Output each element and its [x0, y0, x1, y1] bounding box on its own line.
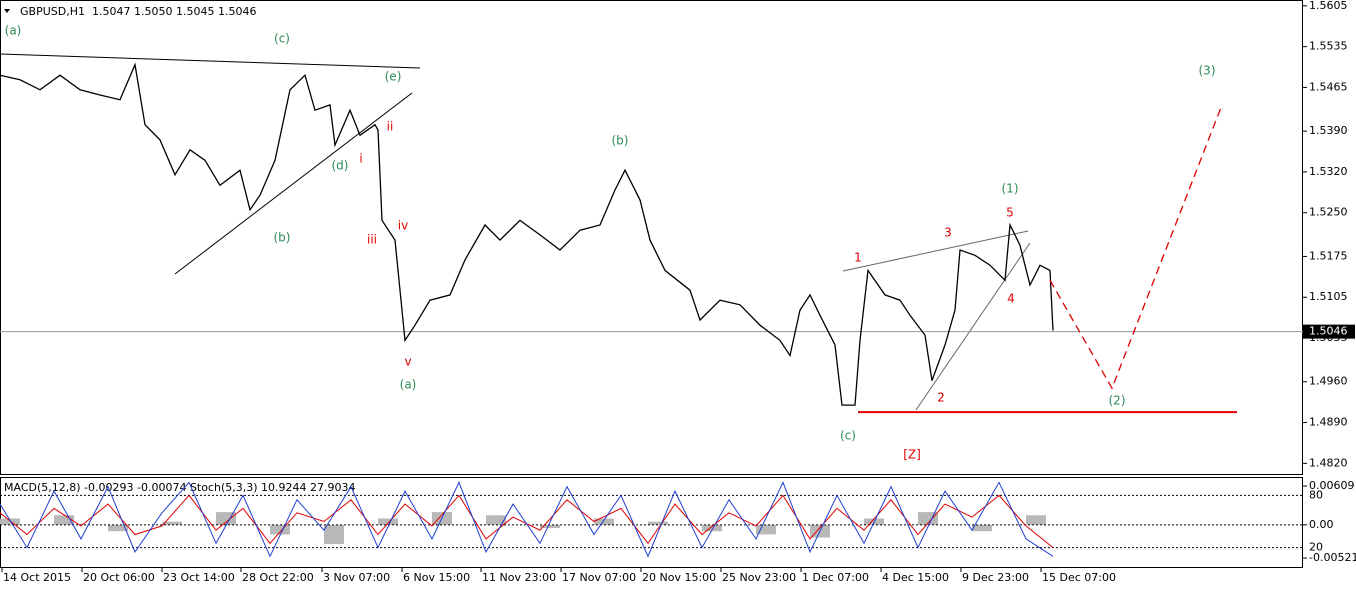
x-tick-label: 28 Oct 22:00	[242, 571, 314, 584]
macd-bar	[756, 524, 776, 535]
wave-label: (1)	[1002, 182, 1019, 196]
price-line	[0, 62, 1054, 406]
macd-bar	[594, 518, 614, 525]
macd-bar	[540, 524, 560, 529]
x-tick-label: 17 Nov 07:00	[562, 571, 636, 584]
menu-arrow[interactable]	[4, 9, 10, 13]
x-tick-label: 11 Nov 23:00	[482, 571, 556, 584]
stoch-tick-label: 20	[1309, 541, 1323, 554]
macd-bar	[270, 524, 290, 535]
symbol: GBPUSD,H1	[20, 5, 85, 18]
wave-label: 1	[854, 251, 862, 265]
wave-label: (a)	[5, 24, 22, 38]
indicator-title: MACD(5,12,8) -0.00293 -0.00074 Stoch(5,3…	[4, 481, 356, 494]
quote: 1.5047 1.5050 1.5045 1.5046	[92, 5, 256, 18]
trendline	[0, 53, 421, 69]
macd-bar	[378, 518, 398, 525]
x-tick-label: 20 Oct 06:00	[83, 571, 155, 584]
macd-bar	[324, 524, 344, 544]
x-tick-label: 3 Nov 07:00	[323, 571, 390, 584]
main-frame	[0, 0, 1303, 475]
wave-label: v	[404, 355, 411, 369]
wave-label: ii	[387, 120, 394, 134]
macd-bar	[0, 518, 20, 525]
macd-bar	[972, 524, 992, 532]
y-tick-label: 1.5605	[1309, 0, 1348, 12]
wave-label: (c)	[274, 32, 290, 46]
x-tick-label: 15 Dec 07:00	[1042, 571, 1116, 584]
macd-bar	[162, 521, 182, 525]
y-tick-label: 1.4820	[1309, 456, 1348, 469]
x-tick-label: 1 Dec 07:00	[802, 571, 869, 584]
macd-tick-label: -0.00521	[1309, 551, 1356, 564]
current-price-label: 1.5046	[1309, 325, 1348, 338]
macd-bar	[486, 515, 506, 525]
wave-label: (b)	[274, 231, 291, 245]
macd-bar	[216, 512, 236, 525]
wave-label: (a)	[400, 378, 417, 392]
wave-label: (c)	[840, 429, 856, 443]
y-tick-label: 1.5390	[1309, 124, 1348, 137]
y-tick-label: 1.5465	[1309, 80, 1348, 93]
macd-tick-label: 0.00609	[1309, 479, 1355, 492]
macd-bar	[648, 521, 668, 525]
x-tick-label: 9 Dec 23:00	[962, 571, 1029, 584]
y-tick-label: 1.5320	[1309, 165, 1348, 178]
macd-bar	[108, 524, 128, 532]
y-tick-label: 1.5105	[1309, 290, 1348, 303]
wave-label: [Z]	[903, 448, 921, 462]
y-tick-label: 1.5175	[1309, 249, 1348, 262]
wave-label: 2	[937, 391, 945, 405]
stoch-tick-label: 80	[1309, 488, 1323, 501]
projection-line	[1049, 104, 1223, 390]
wave-label: iii	[367, 233, 377, 247]
x-tick-label: 14 Oct 2015	[3, 571, 71, 584]
macd-bar	[54, 515, 74, 525]
stoch-main	[0, 481, 1054, 558]
macd-bar	[1026, 515, 1046, 525]
macd-bar	[702, 524, 722, 532]
wave-label: 4	[1007, 292, 1015, 306]
x-tick-label: 23 Oct 14:00	[163, 571, 235, 584]
wave-label: (d)	[332, 159, 349, 173]
x-tick-label: 25 Nov 23:00	[722, 571, 796, 584]
wave-label: 3	[944, 226, 952, 240]
wave-label: (e)	[385, 70, 402, 84]
macd-tick-label: 0.00	[1309, 518, 1334, 531]
x-tick-label: 6 Nov 15:00	[403, 571, 470, 584]
y-tick-label: 1.4960	[1309, 375, 1348, 388]
wave-label: (3)	[1199, 64, 1216, 78]
trendline	[915, 242, 1031, 411]
y-tick-label: 1.5250	[1309, 206, 1348, 219]
trendline	[174, 92, 413, 275]
x-tick-label: 20 Nov 15:00	[642, 571, 716, 584]
wave-label: i	[359, 152, 362, 166]
y-tick-label: 1.4890	[1309, 416, 1348, 429]
y-tick-label: 1.5535	[1309, 40, 1348, 53]
wave-label: iv	[398, 219, 408, 233]
x-tick-label: 4 Dec 15:00	[882, 571, 949, 584]
trendline	[842, 230, 1029, 272]
current-price-box	[1303, 324, 1355, 339]
wave-label: 5	[1006, 206, 1014, 220]
wave-label: (2)	[1109, 394, 1126, 408]
wave-label: (b)	[612, 134, 629, 148]
